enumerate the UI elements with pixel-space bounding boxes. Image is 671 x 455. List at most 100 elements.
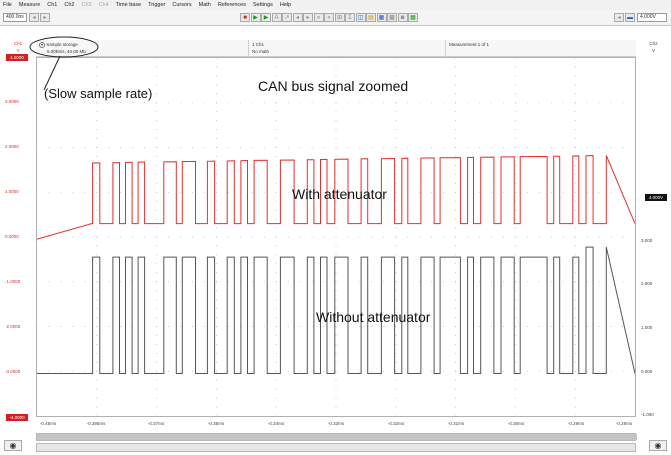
y-left-limit-label[interactable]: 4.0000 (6, 54, 28, 61)
sample-info[interactable]: ▾ Sample storage 5.00kS/s, 40.00 Mb (36, 40, 249, 57)
grid-dot (251, 281, 253, 283)
edge-icon[interactable]: ↗ (282, 13, 292, 22)
time-scroll-thumb[interactable] (37, 434, 637, 440)
grid-dot (215, 415, 217, 416)
time-scroll-bar[interactable] (36, 433, 637, 441)
grid-dot (180, 236, 181, 238)
grid-dot (215, 111, 217, 113)
menu-item-ch1[interactable]: Ch1 (47, 2, 58, 8)
grid-dot (395, 138, 397, 139)
channel-info[interactable]: 1 Ch1 No math (249, 40, 446, 57)
grid-dot (383, 281, 385, 283)
grid-dot (192, 147, 193, 148)
menu-item-references[interactable]: References (217, 2, 246, 8)
x-tick-label: -0.29ms (567, 421, 585, 426)
zoom-in-icon[interactable]: ▸ (303, 13, 313, 22)
settings-icon[interactable]: ▩ (387, 13, 397, 22)
single-play-icon[interactable]: ▶ (261, 13, 271, 22)
grid-dot (407, 147, 409, 148)
menu-item-help[interactable]: Help (279, 2, 292, 8)
grid-dot (72, 281, 74, 283)
grid-dot (108, 147, 110, 148)
grid-dot (455, 218, 457, 220)
grid-dot (203, 191, 205, 193)
menu-item-trigger[interactable]: Trigger (148, 2, 166, 8)
eye-icon[interactable]: ◉ (649, 440, 667, 451)
menu-item-ch2[interactable]: Ch2 (64, 2, 75, 8)
grid-dot (215, 120, 217, 122)
grid-dot (359, 236, 361, 238)
grid-dot (96, 111, 98, 113)
grid-dot (275, 209, 277, 211)
grid-dot (610, 370, 612, 372)
eye-icon[interactable]: ◉ (4, 440, 22, 451)
menu-item-measure[interactable]: Measure (18, 2, 41, 8)
menu-item-time-base[interactable]: Time base (115, 2, 142, 8)
channel-left-header[interactable]: Ch1 V (0, 40, 36, 56)
grid-dot (455, 254, 457, 256)
stop-icon[interactable]: ■ (240, 13, 250, 22)
timebase-field[interactable]: 400.0ns (3, 13, 27, 22)
grid-dot (215, 299, 217, 301)
grid-dot (323, 281, 325, 283)
menu-item-ch4[interactable]: Ch4 (98, 2, 109, 8)
grid-dot (514, 138, 516, 139)
info-toggle-icon[interactable]: ▾ (39, 41, 45, 48)
grid-dot (491, 191, 492, 193)
channel-right-header[interactable]: Ch2 V (636, 40, 671, 56)
grid-dot (84, 147, 86, 148)
timebase-down-icon[interactable]: ◂ (29, 13, 39, 22)
scroll-left-icon[interactable]: « (313, 13, 324, 22)
y-left-tick-label: 1.0000 (5, 189, 19, 194)
print-icon[interactable]: ▤ (366, 13, 376, 22)
grid-dot (395, 326, 397, 327)
grid-dot (514, 317, 516, 319)
grid-dot (479, 191, 480, 193)
cursor-icon[interactable]: Σ (345, 13, 355, 22)
measurement-info[interactable]: Measurement 1 of 1 (446, 40, 636, 57)
x-tick-label: -0.28ms (615, 421, 633, 426)
timebase-up-icon[interactable]: ▸ (40, 13, 50, 22)
y-left-limit-label[interactable]: -4.0000 (6, 414, 28, 421)
grid-dot (514, 227, 516, 229)
grid-icon[interactable]: ▦ (408, 13, 418, 22)
measure-icon[interactable]: ◫ (355, 13, 366, 22)
grid-dot (455, 317, 457, 319)
grid-dot (275, 120, 277, 122)
grid-dot (108, 326, 110, 327)
grid-dot (431, 102, 433, 104)
menu-item-file[interactable]: File (3, 2, 12, 8)
camera-icon[interactable]: ◙ (397, 13, 408, 22)
x-tick-label: -0.37ms (147, 421, 165, 426)
overview-bar[interactable] (36, 443, 636, 452)
volt-down-icon[interactable]: ◂ (614, 13, 624, 22)
auto-icon[interactable]: A (271, 13, 282, 22)
zoom-out-icon[interactable]: ◂ (292, 13, 303, 22)
x-tick-label: -0.33ms (327, 421, 345, 426)
grid-dot (156, 147, 158, 148)
scope-plot[interactable] (36, 57, 636, 417)
volt-field[interactable]: 4.000V (637, 13, 667, 22)
menu-item-math[interactable]: Math (198, 2, 211, 8)
play-icon[interactable]: ▶ (250, 13, 261, 22)
grid-dot (455, 120, 457, 122)
grid-dot (180, 281, 181, 283)
grid-dot (215, 245, 217, 247)
save-icon[interactable]: ▦ (376, 13, 387, 22)
menu-item-cursors[interactable]: Cursors (172, 2, 192, 8)
volt-flag-icon[interactable]: ▬ (625, 13, 635, 22)
scroll-right-icon[interactable]: » (324, 13, 334, 22)
grid-dot (108, 191, 110, 193)
grid-dot (395, 102, 397, 104)
grid-dot (251, 326, 253, 327)
grid-dot (598, 102, 600, 104)
grid-dot (180, 326, 181, 327)
grid-dot (275, 299, 277, 301)
grid-dot (275, 156, 277, 157)
y-right-offset-label[interactable]: 4.000V (645, 194, 667, 201)
menu-item-settings[interactable]: Settings (253, 2, 273, 8)
menu-item-ch3[interactable]: Ch3 (81, 2, 92, 8)
grid-dot (275, 173, 277, 175)
grid-dot (203, 370, 205, 372)
fit-icon[interactable]: ⊞ (334, 13, 345, 22)
